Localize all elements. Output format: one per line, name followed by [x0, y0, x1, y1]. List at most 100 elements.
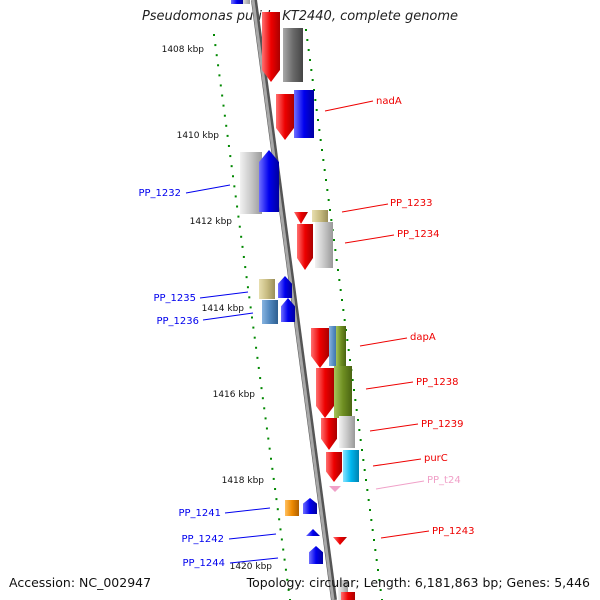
label-leader-line: [380, 530, 430, 539]
tick-mark: [275, 498, 278, 501]
label-leader-line: [344, 234, 395, 244]
tick-mark: [307, 49, 310, 51]
gene-pp1243-red: [333, 537, 347, 545]
gene-label-left: PP_1232: [138, 188, 181, 199]
gene-pp1233-red: [294, 212, 308, 224]
tick-mark: [217, 64, 220, 67]
tick-mark: [371, 529, 374, 531]
kbp-label: 1418 kbp: [222, 476, 265, 486]
label-leader-line: [324, 100, 374, 112]
tick-mark: [251, 316, 253, 319]
gene-pp1238-red: [316, 368, 334, 418]
tick-mark: [218, 74, 221, 77]
tick-mark: [375, 559, 378, 561]
gene-pptrna-pink: [329, 486, 341, 492]
gene-label-right: PP_t24: [427, 475, 461, 486]
gene-pp1233-khaki: [312, 210, 328, 222]
tick-mark: [337, 269, 339, 271]
tick-mark: [311, 79, 314, 81]
gene-labels: nadA PP_1233 PP_1234 dapA PP_1238 PP_1239 purC…: [138, 96, 474, 569]
label-leader-line: [372, 458, 422, 467]
tick-mark: [253, 336, 256, 339]
tick-mark: [315, 109, 318, 111]
gene-label-right: nadA: [376, 96, 402, 107]
gene-label-left: PP_1241: [178, 508, 221, 519]
tick-mark: [213, 34, 215, 36]
tick-mark: [259, 377, 262, 380]
tick-mark: [330, 219, 333, 221]
tick-mark: [346, 339, 349, 341]
label-leader-line: [341, 203, 389, 213]
tick-mark: [215, 54, 218, 57]
kbp-label: 1410 kbp: [177, 131, 220, 141]
kbp-scale-labels: 1408 kbp 1410 kbp 1412 kbp 1414 kbp 1416 kbp…: [162, 45, 273, 572]
gene-label-left: PP_1236: [156, 316, 199, 327]
tick-mark: [263, 407, 266, 410]
gene-pp1232-blue: [259, 150, 279, 212]
label-leader-line: [359, 337, 408, 347]
tick-mark: [279, 528, 282, 531]
tick-mark: [249, 306, 252, 309]
kbp-label: 1412 kbp: [190, 217, 233, 227]
label-leader-line: [224, 507, 271, 514]
tick-mark: [232, 175, 234, 178]
tick-mark: [278, 518, 281, 521]
gene-pp1244-blue: [309, 546, 323, 564]
tick-mark: [222, 104, 225, 107]
gene-dapA-olive: [336, 326, 346, 368]
gene-pp1238-olive: [334, 366, 352, 418]
tick-mark: [335, 259, 338, 261]
tick-mark: [370, 519, 373, 521]
tick-mark: [369, 509, 371, 511]
label-leader-line: [185, 184, 231, 194]
tick-mark: [264, 417, 267, 420]
tick-mark: [363, 469, 366, 471]
tick-mark: [226, 134, 229, 137]
gene-pp1236-steel: [262, 300, 278, 324]
gene-pp1242-blue: [306, 529, 320, 536]
tick-mark: [241, 245, 244, 248]
gene-label-left: PP_1242: [181, 534, 224, 545]
gene-top-blue: [231, 0, 243, 4]
gene-pp1239-red: [321, 418, 337, 450]
gene-pp1236-blue: [281, 298, 295, 322]
tick-mark: [318, 129, 321, 131]
gene-purC-red: [326, 452, 342, 482]
tick-mark: [257, 366, 260, 369]
tick-mark: [283, 558, 286, 561]
tick-mark: [362, 459, 365, 461]
tick-mark: [256, 356, 259, 359]
tick-mark: [272, 477, 275, 480]
tick-mark: [238, 225, 241, 228]
tick-mark: [349, 359, 351, 361]
tick-mark: [338, 279, 341, 281]
tick-mark: [219, 84, 222, 87]
tick-mark: [280, 538, 283, 541]
tick-mark: [282, 548, 285, 551]
tick-mark: [326, 189, 329, 191]
tick-mark: [373, 539, 375, 541]
gene-pp1235-khaki: [259, 279, 275, 299]
genome-summary: Topology: circular; Length: 6,181,863 bp…: [246, 575, 590, 590]
kbp-label: 1416 kbp: [213, 390, 256, 400]
tick-mark: [240, 235, 243, 238]
label-leader-line: [228, 533, 277, 540]
gene-nadA-red: [276, 94, 294, 140]
map-title: Pseudomonas putida KT2440, complete geno…: [141, 9, 459, 24]
label-leader-line: [375, 480, 425, 490]
tick-mark: [276, 508, 279, 511]
tick-mark: [223, 114, 226, 117]
tick-marks: [213, 29, 383, 600]
kbp-label: 1420 kbp: [230, 562, 273, 572]
gene-pp1241-orange: [285, 500, 299, 516]
tick-mark: [265, 427, 268, 430]
gene-dapA-red: [311, 328, 329, 368]
gene-bottom-red: [341, 592, 355, 600]
tick-mark: [310, 69, 313, 71]
label-leader-line: [199, 291, 249, 299]
tick-mark: [378, 579, 381, 581]
tick-mark: [260, 387, 263, 390]
gene-pp1235-blue: [278, 276, 292, 298]
tick-mark: [339, 289, 342, 291]
